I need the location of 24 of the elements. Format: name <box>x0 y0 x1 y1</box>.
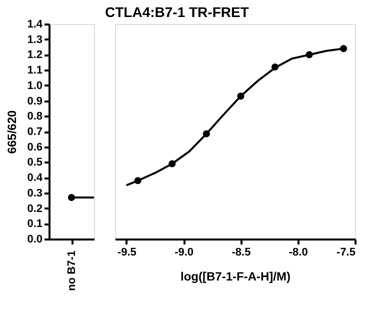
y-tick-label: 0.4 <box>27 172 44 184</box>
y-tick-label: 0.0 <box>27 234 42 246</box>
x-tick-label: -7.5 <box>336 246 356 258</box>
y-tick-label: 0.7 <box>27 126 42 138</box>
x-tick-label: -8.0 <box>288 246 308 258</box>
chart-title: CTLA4:B7-1 TR-FRET <box>105 4 250 20</box>
y-tick-label: 0.9 <box>27 95 42 108</box>
y-axis-title: 665/620 <box>5 110 20 154</box>
y-tick-label: 0.6 <box>27 141 42 154</box>
y-tick-label: 0.8 <box>27 110 42 123</box>
y-tick-label: 1.2 <box>27 49 42 62</box>
y-tick-label: 0.2 <box>27 202 42 215</box>
y-tick-label: 1.3 <box>27 34 42 46</box>
y-tick-label: 0.3 <box>27 187 42 200</box>
y-tick-label: 0.1 <box>27 218 42 230</box>
y-tick-label: 1.1 <box>27 64 42 77</box>
y-tick-label: 1.4 <box>27 18 44 30</box>
y-tick-label: 0.5 <box>27 156 42 169</box>
x-tick-label: -9.5 <box>117 246 136 258</box>
x-tick-label: no B7-1 <box>66 250 78 291</box>
x-tick-label: -8.5 <box>232 246 251 258</box>
x-axis-title: log([B7-1-F-A-H]/M) <box>180 270 290 284</box>
y-tick-label: 1.0 <box>27 80 42 92</box>
x-tick-label: -9.0 <box>174 246 194 258</box>
